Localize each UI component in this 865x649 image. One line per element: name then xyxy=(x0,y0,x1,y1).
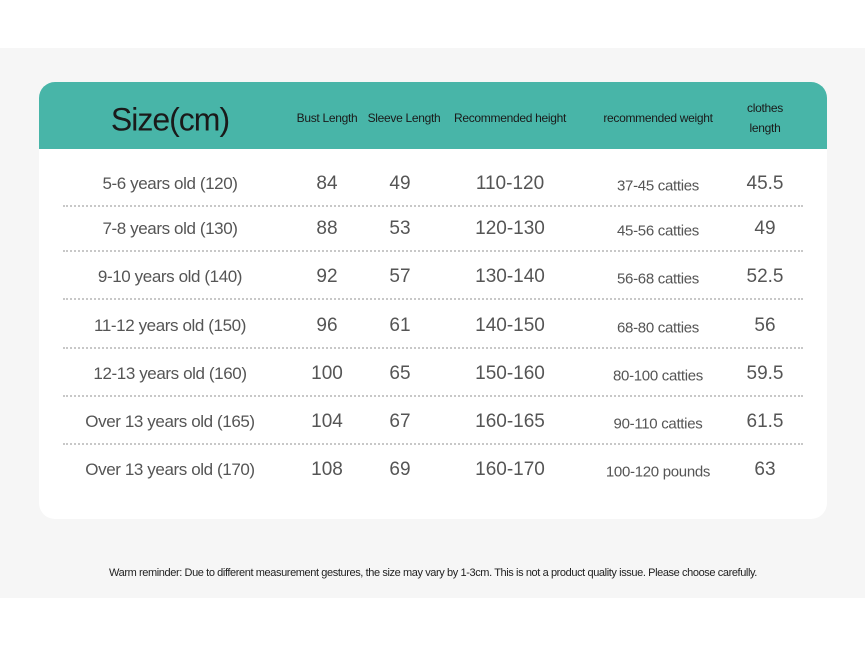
table-cell: 88 xyxy=(316,218,338,239)
header-cell: Sleeve Length xyxy=(367,111,441,125)
table-cell: 9-10 years old (140) xyxy=(97,267,243,286)
table-cell: 5-6 years old (120) xyxy=(102,174,238,193)
table-cell: 80-100 catties xyxy=(612,367,704,385)
reminder-note: Warm reminder: Due to different measurem… xyxy=(109,567,757,579)
table-cell: 52.5 xyxy=(746,266,784,287)
row-separator xyxy=(63,347,803,349)
table-cell: 68-80 catties xyxy=(617,319,699,337)
table-cell: 108 xyxy=(311,459,343,480)
row-separator xyxy=(63,395,803,397)
table-cell: 110-120 xyxy=(475,173,545,194)
table-cell: 160-165 xyxy=(475,411,545,432)
table-cell: 61 xyxy=(389,315,411,336)
row-separator xyxy=(63,443,803,445)
table-cell: 37-45 catties xyxy=(617,177,699,195)
table-cell: 92 xyxy=(316,266,338,287)
table-cell: 49 xyxy=(389,173,411,194)
table-cell: 61.5 xyxy=(746,411,784,432)
table-cell: 67 xyxy=(389,411,411,432)
table-cell: 7-8 years old (130) xyxy=(102,219,238,238)
size-table: Size(cm) Bust Length Sleeve Length Recommen… xyxy=(39,82,827,519)
table-cell: 96 xyxy=(316,315,338,336)
table-cell: 140-150 xyxy=(475,315,545,336)
table-cell: 150-160 xyxy=(475,363,545,384)
table-cell: 69 xyxy=(389,459,411,480)
table-cell: 84 xyxy=(316,173,338,194)
table-cell: 100 xyxy=(311,363,343,384)
row-separator xyxy=(63,298,803,300)
table-cell: 130-140 xyxy=(475,266,545,287)
table-cell: 90-110 catties xyxy=(613,415,703,433)
table-cell: 12-13 years old (160) xyxy=(93,364,247,383)
table-cell: 65 xyxy=(389,363,411,384)
header-cell: Recommended height xyxy=(453,111,567,125)
table-cell: 56-68 catties xyxy=(617,270,699,288)
table-cell: 59.5 xyxy=(746,363,784,384)
header-cell: recommended weight xyxy=(603,111,713,125)
table-cell: Over 13 years old (165) xyxy=(85,412,255,431)
row-separator xyxy=(63,205,803,207)
header-cell: Bust Length xyxy=(296,111,358,125)
header-cell: clothes length xyxy=(747,101,783,135)
table-cell: 56 xyxy=(754,315,776,336)
table-cell: 11-12 years old (150) xyxy=(94,316,246,335)
table-cell: Over 13 years old (170) xyxy=(85,460,255,479)
table-cell: 53 xyxy=(389,218,411,239)
table-cell: 49 xyxy=(754,218,776,239)
table-cell: 100-120 pounds xyxy=(605,463,711,481)
table-cell: 57 xyxy=(389,266,411,287)
table-header xyxy=(39,82,827,149)
table-cell: 45.5 xyxy=(746,173,784,194)
table-cell: 45-56 catties xyxy=(617,222,699,240)
table-cell: 63 xyxy=(754,459,776,480)
table-cell: 160-170 xyxy=(475,459,545,480)
header-cell: Size(cm) xyxy=(110,101,230,138)
row-separator xyxy=(63,250,803,252)
table-cell: 120-130 xyxy=(475,218,545,239)
table-cell: 104 xyxy=(311,411,343,432)
